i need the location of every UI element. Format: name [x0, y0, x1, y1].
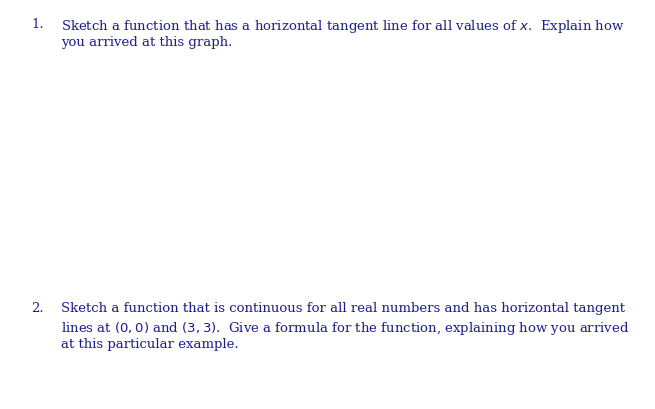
Text: at this particular example.: at this particular example. [61, 337, 238, 350]
Text: 1.: 1. [31, 18, 44, 31]
Text: 2.: 2. [31, 301, 44, 314]
Text: lines at $(0, 0)$ and $(3, 3)$.  Give a formula for the function, explaining how: lines at $(0, 0)$ and $(3, 3)$. Give a f… [61, 319, 629, 336]
Text: Sketch a function that is continuous for all real numbers and has horizontal tan: Sketch a function that is continuous for… [61, 301, 625, 314]
Text: you arrived at this graph.: you arrived at this graph. [61, 36, 233, 49]
Text: Sketch a function that has a horizontal tangent line for all values of $x$.  Exp: Sketch a function that has a horizontal … [61, 18, 624, 35]
